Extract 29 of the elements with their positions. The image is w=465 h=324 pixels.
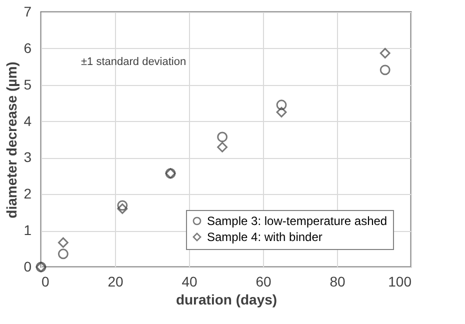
legend-label: Sample 3: low-temperature ashed	[207, 214, 388, 228]
x-tick-label: 60	[256, 274, 272, 290]
x-tick-label: 80	[330, 274, 346, 290]
point	[58, 237, 68, 248]
x-tick-label: 0	[42, 274, 50, 290]
y-tick-label: 1	[24, 222, 32, 238]
y-tick-label: 2	[24, 186, 32, 202]
y-tick-label: 7	[24, 4, 32, 20]
x-tick-label: 100	[388, 274, 412, 290]
x-tick-label: 20	[108, 274, 124, 290]
point	[380, 64, 390, 76]
y-tick-label: 5	[24, 76, 32, 92]
y-axis-title: diameter decrease (µm)	[4, 62, 20, 218]
y-tick-label: 0	[24, 258, 32, 274]
point	[217, 132, 228, 142]
point	[117, 203, 128, 214]
point	[117, 200, 128, 211]
y-tick-label: 6	[24, 40, 32, 56]
y-tick-label: 4	[24, 112, 32, 129]
point	[380, 48, 390, 58]
legend-label: Sample 4: with binder	[207, 230, 322, 244]
x-axis-title: duration (days)	[176, 292, 278, 308]
point	[217, 142, 228, 152]
point	[58, 248, 68, 260]
point	[276, 106, 287, 118]
annotation: ±1 standard deviation	[81, 56, 186, 68]
x-tick-label: 40	[182, 274, 198, 290]
point	[276, 100, 287, 110]
y-tick-label: 3	[24, 149, 32, 166]
